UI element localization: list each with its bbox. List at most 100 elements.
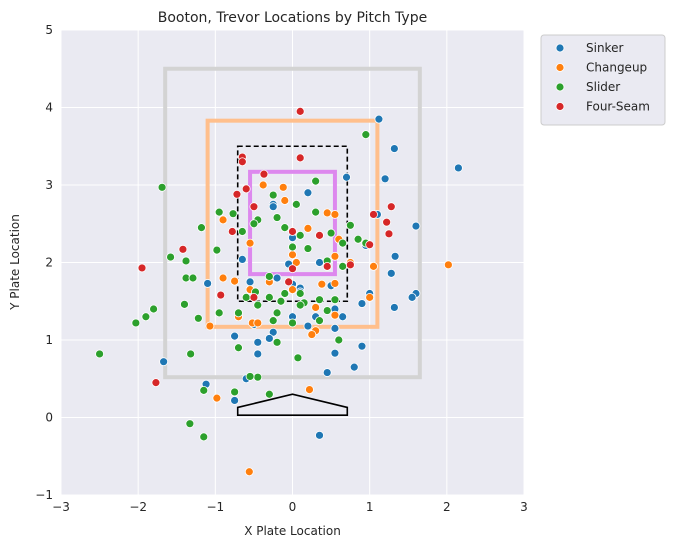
point-sinker (330, 348, 340, 358)
point-four-seam (386, 202, 396, 212)
point-slider (214, 308, 224, 318)
point-sinker (380, 174, 390, 184)
point-sinker (322, 368, 332, 377)
point-changeup (258, 180, 268, 190)
legend-label-changeup: Changeup (586, 61, 647, 75)
point-sinker (411, 221, 421, 231)
y-tick-label: 3 (45, 178, 53, 192)
point-slider (197, 223, 206, 233)
legend-box (540, 34, 666, 126)
point-four-seam (295, 106, 305, 116)
y-tick-label: 4 (45, 101, 53, 115)
point-slider (295, 300, 305, 310)
point-four-seam (315, 230, 324, 240)
legend-marker-four-seam (555, 102, 565, 111)
point-sinker (203, 279, 213, 288)
point-changeup (245, 238, 255, 248)
point-slider (253, 372, 263, 382)
point-sinker (407, 292, 417, 302)
point-changeup (291, 258, 301, 267)
point-sinker (303, 321, 313, 331)
point-changeup (280, 196, 290, 205)
home-plate (236, 393, 349, 416)
point-sinker (389, 144, 399, 153)
legend: Sinker Changeup Slider Four-Seam (540, 34, 666, 126)
point-four-seam (249, 202, 259, 212)
point-slider (157, 182, 167, 192)
point-sinker (386, 268, 396, 278)
point-changeup (330, 279, 340, 288)
point-changeup (369, 261, 378, 271)
point-slider (345, 220, 355, 230)
point-slider (280, 223, 290, 233)
point-four-seam (232, 189, 242, 199)
point-slider (264, 272, 274, 281)
point-slider (338, 261, 348, 271)
point-slider (330, 295, 340, 305)
y-tick-label: −1 (35, 488, 53, 502)
point-slider (181, 256, 191, 266)
point-slider (185, 419, 195, 429)
point-sinker (338, 312, 348, 322)
point-slider (291, 199, 301, 209)
point-slider (245, 372, 255, 381)
point-slider (315, 316, 324, 326)
point-four-seam (249, 292, 259, 302)
point-changeup (218, 273, 228, 283)
x-tick-label: −2 (129, 500, 147, 514)
point-changeup (288, 250, 297, 260)
point-changeup (253, 318, 263, 328)
y-tick-label: 2 (45, 256, 53, 270)
point-slider (322, 306, 332, 315)
data-points (95, 106, 463, 477)
point-changeup (212, 393, 222, 403)
x-tick-label: 2 (443, 500, 451, 514)
point-slider (268, 190, 278, 200)
point-changeup (311, 303, 321, 312)
point-slider (295, 289, 305, 298)
point-four-seam (369, 210, 378, 219)
point-changeup (330, 310, 340, 320)
point-four-seam (288, 264, 297, 274)
chart-title: Booton, Trevor Locations by Pitch Type (158, 10, 427, 26)
point-slider (311, 207, 321, 217)
point-sinker (330, 323, 340, 333)
point-four-seam (288, 227, 297, 236)
point-sinker (268, 202, 278, 212)
y-tick-label: 1 (45, 333, 53, 347)
point-slider (241, 292, 251, 302)
legend-items: Sinker Changeup Slider Four-Seam (555, 41, 650, 114)
legend-label-sinker: Sinker (586, 41, 623, 55)
x-tick-label: −3 (52, 500, 70, 514)
point-four-seam (259, 169, 269, 179)
point-slider (315, 295, 324, 305)
point-changeup (288, 285, 297, 295)
legend-marker-changeup (555, 63, 565, 72)
point-sinker (253, 349, 263, 359)
point-slider (199, 432, 209, 442)
point-four-seam (237, 157, 247, 167)
point-sinker (264, 334, 274, 343)
point-slider (237, 227, 247, 236)
point-sinker (253, 337, 263, 347)
point-four-seam (137, 263, 147, 273)
legend-label-four-seam: Four-Seam (586, 100, 650, 114)
x-tick-label: 3 (520, 500, 528, 514)
point-slider (230, 387, 240, 397)
point-slider (295, 230, 305, 240)
point-four-seam (216, 290, 226, 300)
legend-marker-sinker (555, 43, 565, 53)
point-four-seam (384, 229, 394, 239)
point-sinker (342, 172, 351, 182)
point-sinker (390, 251, 400, 261)
point-slider (253, 300, 263, 310)
point-slider (234, 343, 243, 353)
point-sinker (349, 362, 359, 372)
point-sinker (303, 188, 313, 198)
point-slider (280, 289, 290, 298)
point-slider (334, 335, 344, 345)
point-slider (264, 292, 274, 302)
point-slider (272, 213, 282, 222)
point-changeup (305, 385, 314, 395)
